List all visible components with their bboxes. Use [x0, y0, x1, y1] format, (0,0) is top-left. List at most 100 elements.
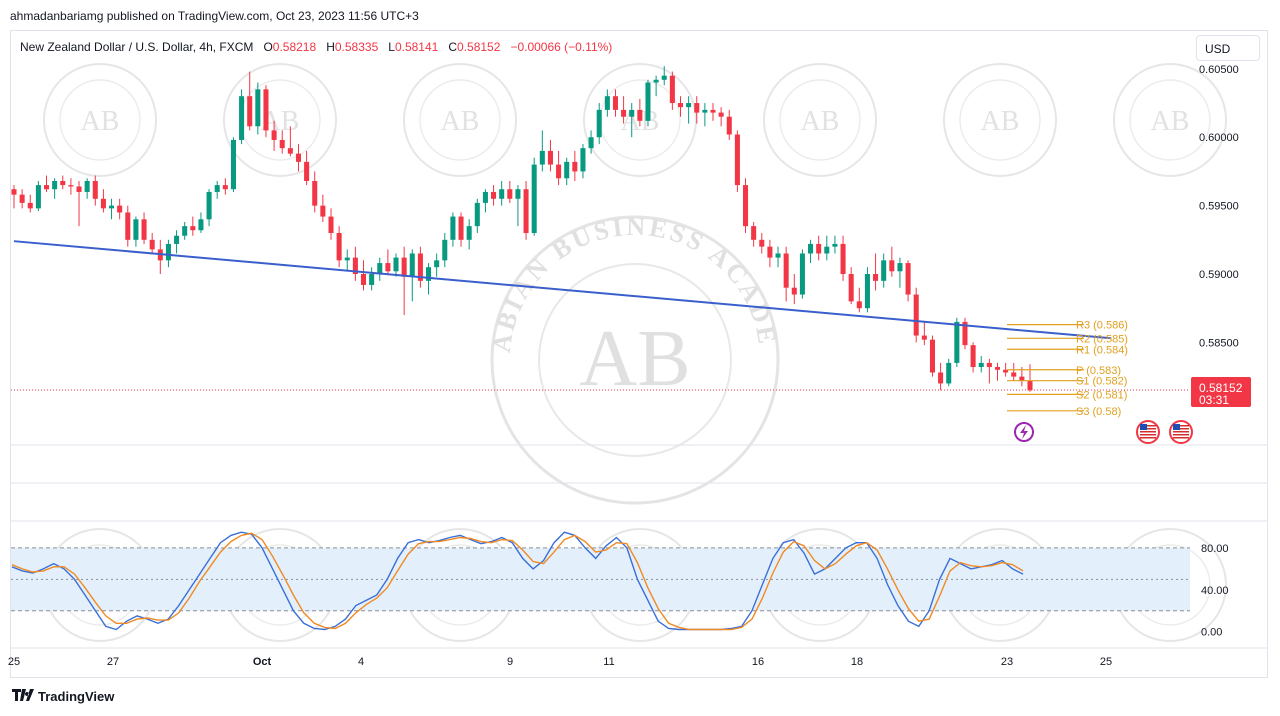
candle	[694, 96, 700, 124]
candle	[986, 358, 992, 384]
candle-body	[873, 274, 879, 281]
candle-body	[840, 243, 846, 275]
candle-body	[694, 103, 700, 113]
time-tick-label: 27	[107, 656, 119, 668]
us-flag-event-icon[interactable]	[1169, 420, 1193, 444]
time-axis: 25 27 Oct 4 9 11 16 18 23 25	[8, 656, 1112, 668]
stoch-k-line	[11, 531, 1024, 631]
candle	[637, 98, 643, 127]
watermark-letters: AB	[801, 106, 840, 137]
candle	[580, 144, 586, 179]
candle-body	[881, 260, 887, 281]
candle-body	[247, 96, 253, 127]
time-tick-label: 4	[358, 656, 364, 668]
candle	[417, 246, 423, 288]
price-tick-label: 0.60000	[1199, 132, 1239, 144]
candle	[897, 257, 903, 288]
candle	[734, 130, 740, 192]
candle	[783, 246, 789, 302]
candle	[604, 89, 610, 117]
candle	[255, 82, 261, 135]
chart-frame[interactable]	[10, 30, 1268, 678]
candle	[929, 335, 935, 377]
candle-body	[759, 239, 765, 247]
candle-body	[929, 339, 935, 373]
watermark-inner-ring	[59, 79, 141, 161]
candle	[1027, 364, 1033, 392]
candle	[994, 362, 1001, 381]
candle-body	[588, 137, 594, 149]
candle-body	[360, 274, 367, 285]
candle-body	[401, 257, 407, 277]
candle	[214, 181, 220, 199]
candle-body	[572, 161, 578, 172]
candle	[35, 181, 41, 212]
candle	[686, 96, 692, 124]
candle	[978, 356, 984, 373]
us-flag-event-icon[interactable]	[1136, 420, 1160, 444]
open-label: O	[263, 40, 273, 54]
pivot-label: S2 (0.581)	[1076, 389, 1127, 401]
candle	[271, 120, 277, 151]
flag-stripe	[1173, 425, 1189, 427]
stochastic-pane: 80.00 40.00 0.00	[11, 531, 1229, 639]
candle	[84, 178, 90, 199]
watermark-inner-ring	[959, 79, 1041, 161]
candle	[751, 222, 757, 247]
lightning-event-icon[interactable]	[1014, 422, 1034, 442]
flag-canton	[1173, 424, 1180, 430]
symbol-legend[interactable]: New Zealand Dollar / U.S. Dollar, 4h, FX…	[20, 40, 612, 54]
watermark-big-ring	[490, 215, 780, 505]
tradingview-footer[interactable]: TradingView	[12, 689, 114, 704]
candles-layer	[11, 66, 1033, 392]
candle	[43, 175, 50, 192]
candle	[669, 71, 675, 110]
candle	[726, 109, 732, 140]
watermark-inner-ring	[779, 79, 861, 161]
candle-body	[783, 253, 789, 288]
candle-body	[174, 235, 180, 244]
candle-body	[564, 161, 570, 179]
candle	[409, 249, 415, 302]
candle	[889, 246, 895, 277]
candle-body	[515, 189, 521, 199]
stoch-tick-label: 40.00	[1201, 585, 1229, 597]
candle	[149, 232, 155, 254]
candle	[100, 189, 106, 213]
candle	[360, 260, 367, 291]
candle	[344, 249, 350, 272]
change-value: −0.00066 (−0.11%)	[510, 40, 613, 54]
open-value: 0.58218	[272, 40, 317, 54]
flag-canton	[1140, 424, 1147, 430]
candle-body	[677, 103, 684, 108]
candle	[401, 246, 407, 316]
candle-body	[531, 164, 537, 233]
candle-body	[743, 185, 749, 227]
candle-body	[726, 116, 732, 135]
candle	[572, 150, 578, 182]
candle	[621, 96, 627, 124]
candle	[873, 253, 879, 291]
candle-body	[466, 226, 472, 240]
close-value: 0.58152	[457, 40, 501, 54]
candle-body	[978, 362, 984, 368]
time-tick-label: 25	[1100, 656, 1112, 668]
lightning-bolt	[1020, 425, 1028, 439]
trendline	[13, 240, 1112, 340]
candle-body	[491, 191, 497, 199]
flag-stripe	[1140, 428, 1156, 430]
candle-body	[222, 185, 228, 190]
candle	[531, 157, 537, 236]
candle-body	[263, 89, 269, 131]
candle-body	[653, 79, 659, 83]
candle-body	[27, 202, 33, 209]
candle	[661, 66, 667, 86]
candle-body	[474, 202, 480, 227]
candle	[856, 287, 862, 313]
currency-button[interactable]: USD	[1196, 35, 1260, 61]
candle	[320, 194, 326, 223]
candle	[482, 189, 488, 213]
candle	[677, 96, 684, 117]
candle	[27, 194, 33, 213]
